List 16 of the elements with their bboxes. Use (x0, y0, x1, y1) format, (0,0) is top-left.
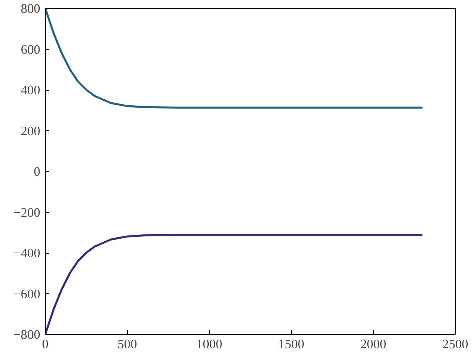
y-tick-label: 0 (34, 164, 40, 179)
x-tick-label: 2500 (442, 336, 468, 352)
x-tick-label: 2000 (360, 336, 386, 352)
y-tick-label: 800 (21, 1, 40, 16)
y-tick-label: −800 (14, 327, 41, 342)
y-tick-label: −400 (14, 246, 41, 260)
y-tick-label: 600 (21, 42, 40, 57)
line-series (46, 234, 424, 334)
x-tick-label: 1000 (196, 336, 222, 352)
x-tick-label: 1500 (278, 336, 304, 352)
y-tick-label: −600 (14, 286, 41, 302)
y-tick-label: 200 (21, 123, 40, 138)
line-series (46, 8, 424, 109)
y-tick-label: 400 (21, 82, 40, 98)
x-tick-label: 500 (118, 336, 138, 352)
y-tick-label: −200 (14, 204, 41, 220)
